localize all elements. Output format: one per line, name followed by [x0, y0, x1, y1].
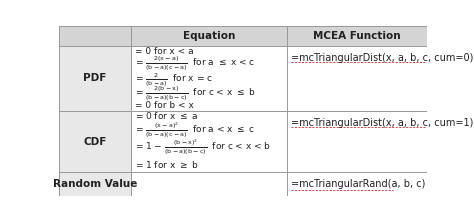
Text: = 0 for x < a: = 0 for x < a	[135, 47, 193, 56]
Bar	[287, 111, 427, 172]
Text: Random Value: Random Value	[53, 179, 137, 189]
Text: Equation: Equation	[183, 31, 235, 41]
Text: =mcTriangularDist(x, a, b, c, cum=1): =mcTriangularDist(x, a, b, c, cum=1)	[291, 118, 473, 128]
Text: =mcTriangularDist(x, a, b, c, cum=0): =mcTriangularDist(x, a, b, c, cum=0)	[291, 53, 473, 63]
Bar	[59, 46, 131, 111]
Text: = 0 for b < x: = 0 for b < x	[135, 101, 193, 110]
Text: = $\mathregular{\frac{2(x-a)}{(b-a)(c-a)}}$  for a $\leq$ x < c: = $\mathregular{\frac{2(x-a)}{(b-a)(c-a)…	[135, 55, 255, 73]
Text: = $\mathregular{\frac{2}{(b-a)}}$  for x = c: = $\mathregular{\frac{2}{(b-a)}}$ for x …	[135, 71, 212, 89]
Bar	[59, 26, 131, 46]
Bar	[131, 111, 287, 172]
Bar	[287, 26, 427, 46]
Bar	[131, 26, 287, 46]
Text: = 1 $-$ $\mathregular{\frac{(b-x)^2}{(b-a)(b-c)}}$  for c < x < b: = 1 $-$ $\mathregular{\frac{(b-x)^2}{(b-…	[135, 138, 271, 158]
Bar	[287, 172, 427, 196]
Text: MCEA Function: MCEA Function	[313, 31, 401, 41]
Text: CDF: CDF	[83, 137, 107, 147]
Bar	[59, 111, 131, 172]
Text: = $\mathregular{\frac{2(b-x)}{(b-a)(b-c)}}$  for c < x $\leq$ b: = $\mathregular{\frac{2(b-x)}{(b-a)(b-c)…	[135, 84, 255, 103]
Text: = 1 for x $\geq$ b: = 1 for x $\geq$ b	[135, 159, 198, 170]
Text: = $\mathregular{\frac{(x-a)^2}{(b-a)(c-a)}}$  for a < x $\leq$ c: = $\mathregular{\frac{(x-a)^2}{(b-a)(c-a…	[135, 120, 255, 140]
Bar	[131, 172, 287, 196]
Bar	[287, 46, 427, 111]
Bar	[59, 172, 131, 196]
Bar	[131, 46, 287, 111]
Text: = 0 for x $\leq$ a: = 0 for x $\leq$ a	[135, 110, 198, 121]
Text: PDF: PDF	[83, 73, 107, 84]
Text: =mcTriangularRand(a, b, c): =mcTriangularRand(a, b, c)	[291, 179, 425, 189]
